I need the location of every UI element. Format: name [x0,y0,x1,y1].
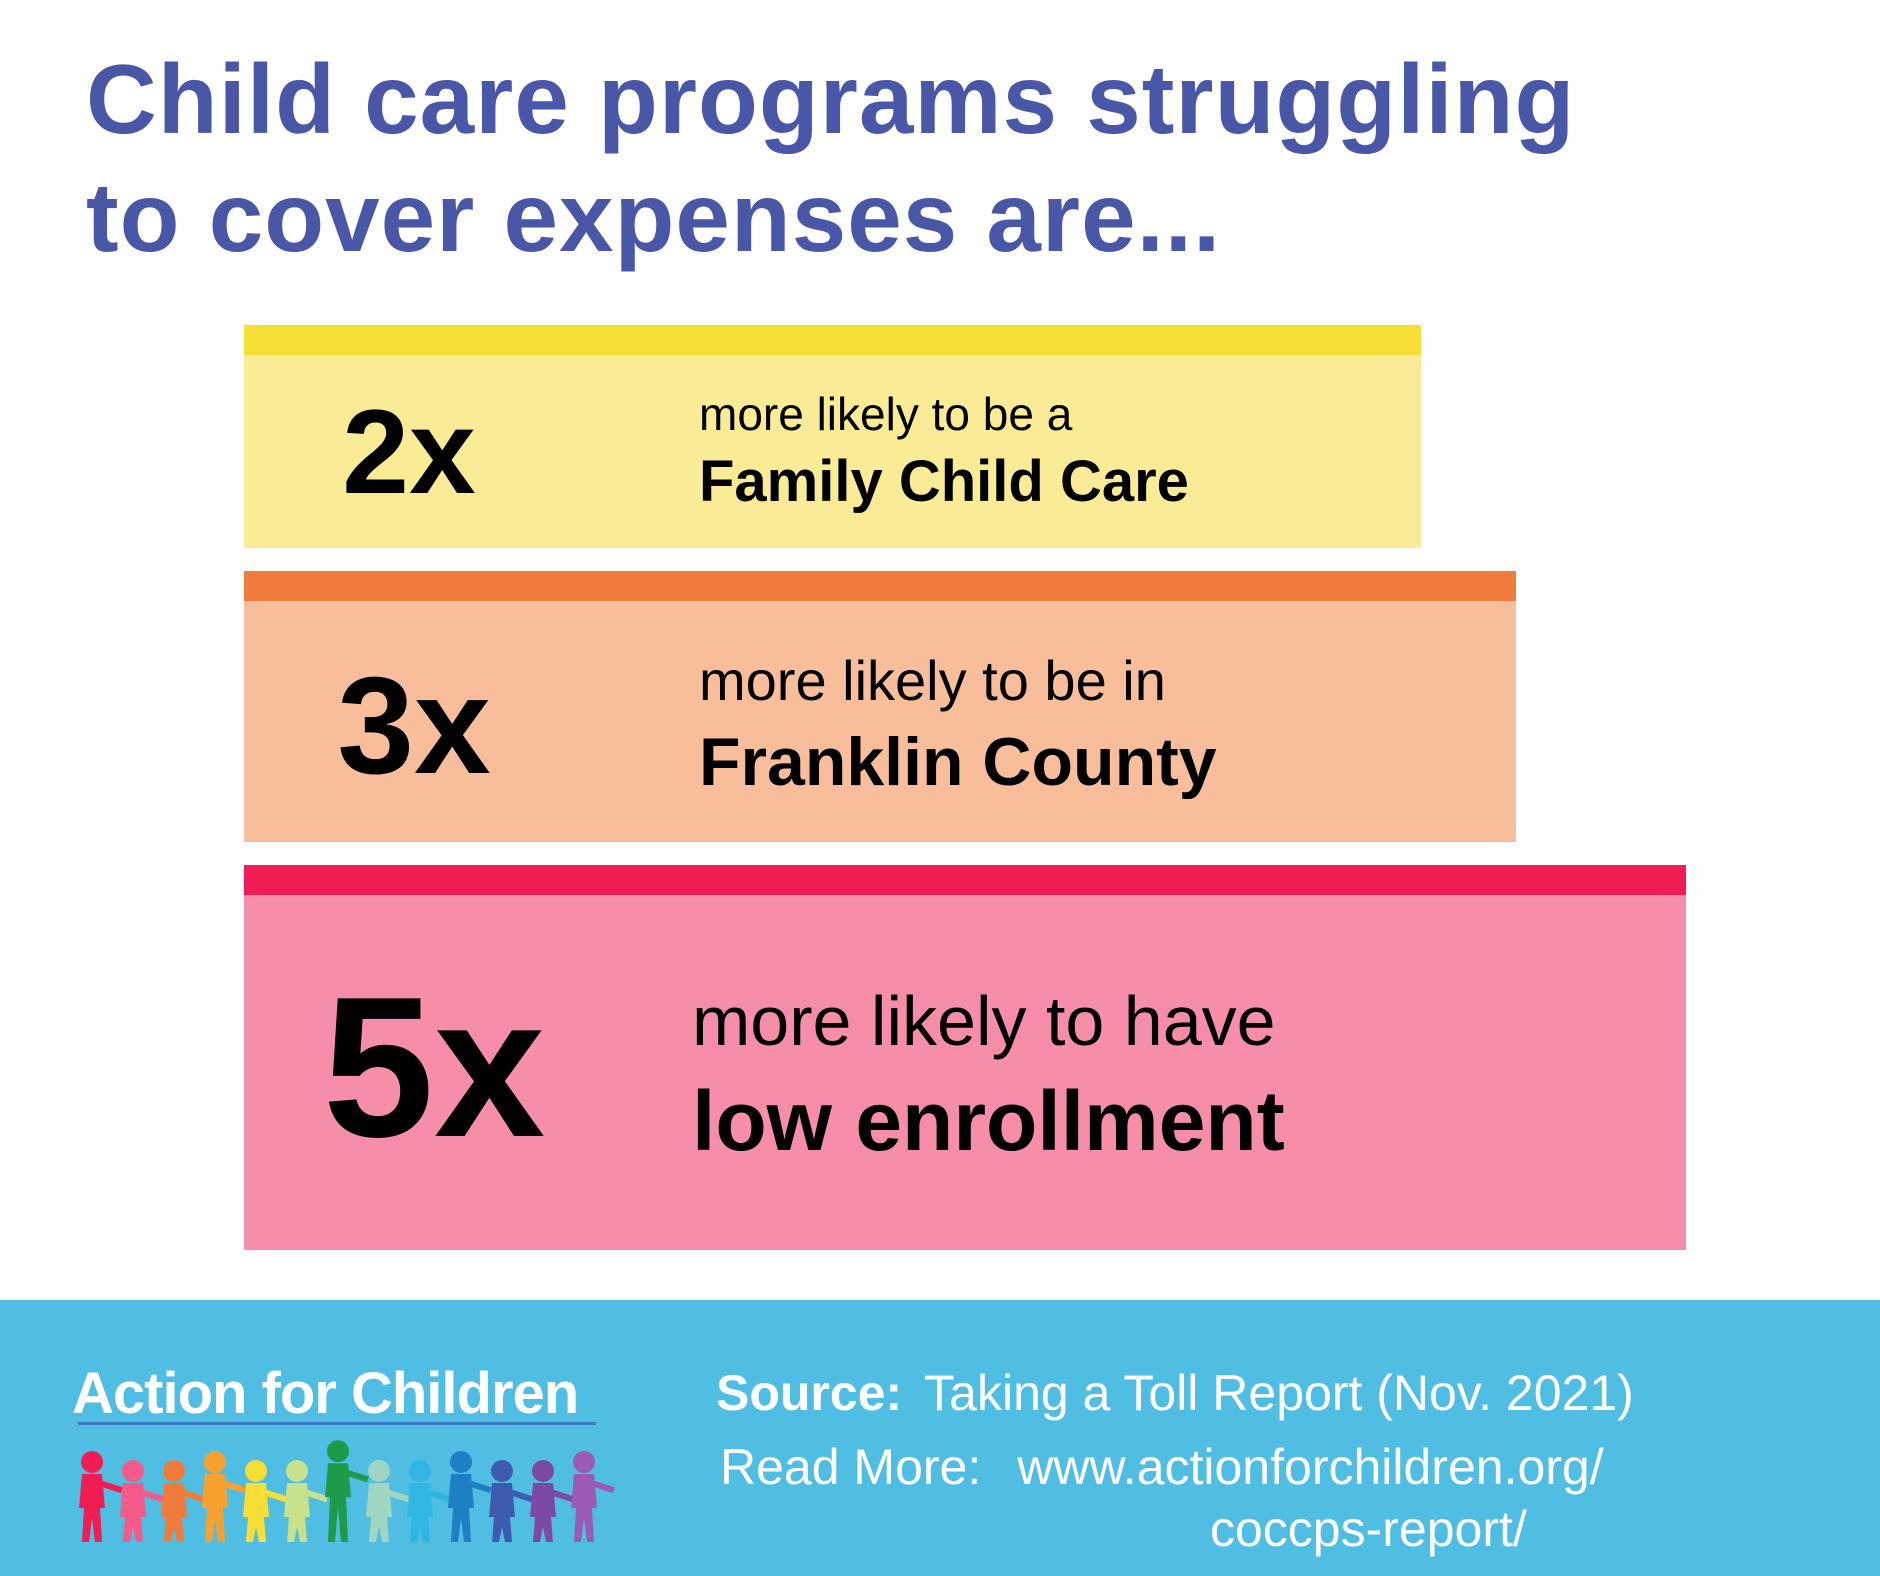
title-line-1: Child care programs struggling [86,44,1576,154]
stat-lead-text: more likely to be a [699,388,1073,440]
children-silhouettes-logo [79,1440,615,1542]
stat-emphasis-text: low enrollment [692,1074,1285,1168]
stat-multiplier: 3x [337,649,491,803]
page-title: Child care programs struggling to cover … [86,40,1786,276]
child-silhouette-icon [79,1451,123,1542]
stat-card-top-bar [244,571,1516,601]
stat-lead-text: more likely to have [692,982,1276,1060]
stat-multiplier: 2x [342,385,476,519]
read-more: Read More: www.actionforchildren.org/ coc… [720,1436,1604,1560]
title-line-2: to cover expenses are... [86,162,1222,272]
brand-name: Action for Children [72,1361,579,1426]
child-silhouette-icon [202,1451,246,1542]
child-silhouette-icon [243,1460,287,1542]
read-more-link-line-2[interactable]: coccps-report/ [1210,1501,1527,1557]
read-more-label: Read More: [720,1439,982,1495]
child-silhouette-icon [448,1451,492,1542]
child-silhouette-icon [489,1460,533,1542]
brand-underline [78,1422,596,1425]
child-silhouette-icon [530,1460,574,1542]
stat-card-franklin-county: 3x more likely to be in Franklin County [244,571,1516,842]
source-citation: Source: Taking a Toll Report (Nov. 2021) [716,1362,1634,1424]
stat-card-family-child-care: 2x more likely to be a Family Child Care [244,325,1421,548]
stat-lead-text: more likely to be in [699,649,1166,712]
child-silhouette-icon [120,1460,164,1542]
child-silhouette-icon [407,1460,451,1542]
child-silhouette-icon [366,1460,410,1542]
stat-card-top-bar [244,325,1421,355]
child-silhouette-icon [325,1440,369,1542]
stat-emphasis-text: Family Child Care [699,449,1189,514]
stat-description: more likely to be in Franklin County [699,643,1217,805]
child-silhouette-icon [284,1460,328,1542]
child-silhouette-icon [571,1451,615,1542]
stat-description: more likely to have low enrollment [692,973,1285,1173]
source-label: Source: [716,1365,903,1421]
read-more-link-line-1[interactable]: www.actionforchildren.org/ [1017,1439,1604,1495]
stat-emphasis-text: Franklin County [699,724,1217,800]
stat-description: more likely to be a Family Child Care [699,383,1189,519]
stat-card-top-bar [244,865,1686,895]
stat-multiplier: 5x [322,956,546,1179]
stat-card-low-enrollment: 5x more likely to have low enrollment [244,865,1686,1250]
child-silhouette-icon [161,1460,205,1542]
source-text: Taking a Toll Report (Nov. 2021) [924,1365,1634,1421]
footer-banner: Action for Children Source: Taking a Toll… [0,1300,1880,1576]
